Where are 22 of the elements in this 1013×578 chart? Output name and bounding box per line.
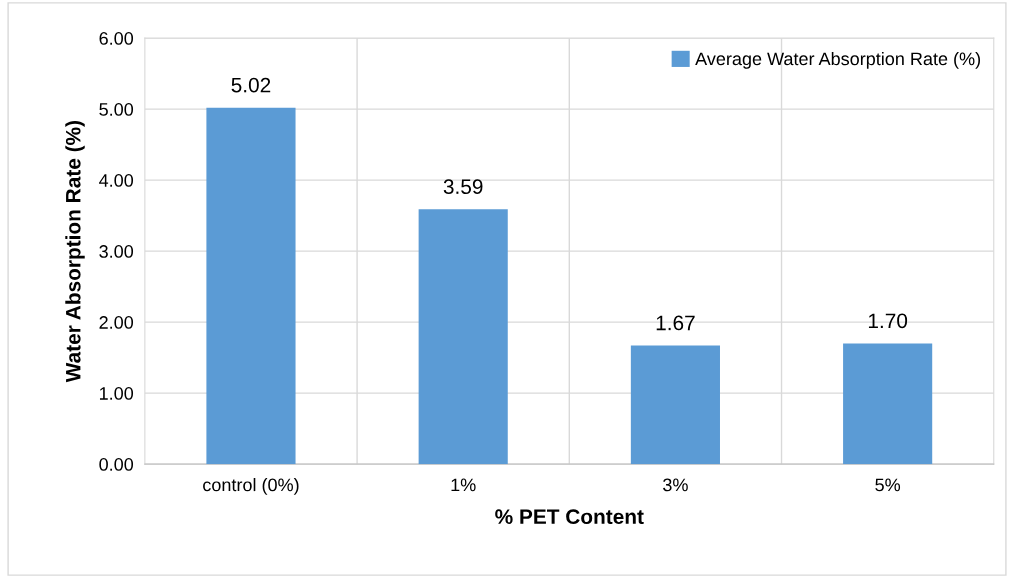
data-label: 1.67	[656, 315, 695, 331]
y-axis-title: Water Absorption Rate (%)	[65, 121, 85, 383]
y-tick-label: 6.00	[99, 32, 134, 45]
y-tick-label: 1.00	[99, 387, 134, 400]
data-label: 5.02	[231, 77, 271, 93]
x-tick-label: 1%	[451, 478, 476, 492]
bar	[418, 209, 508, 465]
bar	[630, 345, 720, 465]
y-tick-label: 5.00	[99, 103, 134, 116]
x-tick-label: 5%	[875, 478, 901, 492]
x-tick-label: control (0%)	[203, 478, 299, 495]
y-tick-label: 4.00	[99, 174, 134, 187]
legend-label: Average Water Absorption Rate (%)	[695, 51, 981, 69]
y-tick-label: 0.00	[99, 458, 134, 471]
bar	[843, 343, 933, 465]
x-axis-title: % PET Content	[495, 509, 644, 525]
data-label: 1.70	[868, 313, 908, 329]
x-tick-label: 3%	[663, 478, 688, 492]
bar	[206, 107, 296, 465]
y-tick-label: 2.00	[99, 316, 134, 329]
data-label: 3.59	[443, 179, 483, 195]
y-tick-label: 3.00	[99, 245, 134, 258]
